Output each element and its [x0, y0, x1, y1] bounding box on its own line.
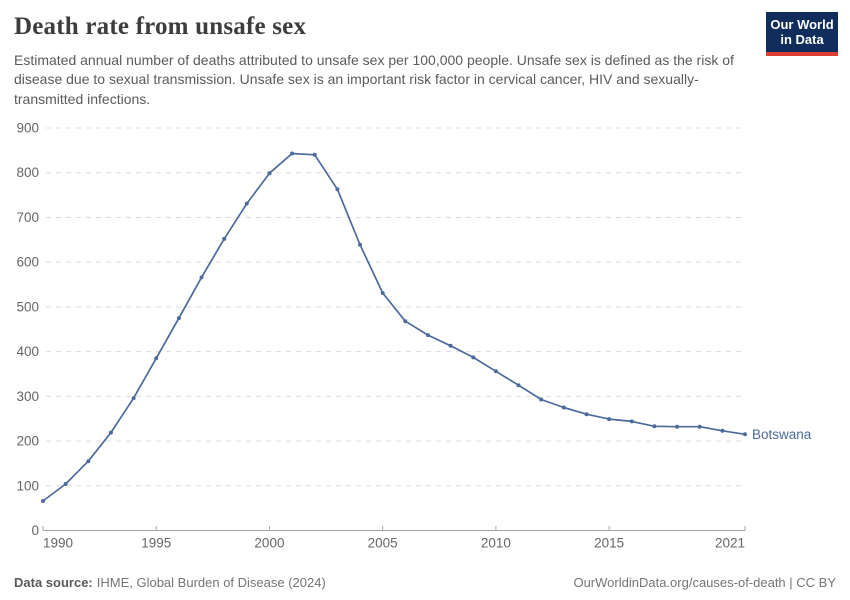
- y-axis-label: 600: [16, 255, 39, 270]
- chart-title: Death rate from unsafe sex: [14, 13, 307, 40]
- y-axis-label: 300: [16, 389, 39, 404]
- data-point[interactable]: [539, 397, 544, 402]
- y-axis-label: 100: [16, 478, 39, 493]
- x-axis-label: 2000: [254, 536, 284, 551]
- y-axis-label: 0: [31, 523, 39, 538]
- data-point[interactable]: [335, 187, 340, 192]
- y-axis-label: 500: [16, 299, 39, 314]
- data-point[interactable]: [675, 424, 680, 429]
- data-point[interactable]: [244, 201, 249, 206]
- data-point[interactable]: [312, 152, 317, 157]
- data-point[interactable]: [584, 412, 589, 417]
- x-axis-label: 2005: [368, 536, 398, 551]
- owid-logo-line1: Our World: [770, 17, 834, 32]
- data-point[interactable]: [290, 151, 295, 156]
- x-axis-label: 1995: [141, 536, 171, 551]
- data-point[interactable]: [493, 369, 498, 374]
- data-point[interactable]: [629, 419, 634, 424]
- data-point[interactable]: [743, 432, 747, 437]
- chart-footer: Data source: IHME, Global Burden of Disea…: [14, 575, 836, 590]
- data-point[interactable]: [108, 430, 113, 435]
- y-axis-label: 700: [16, 210, 39, 225]
- data-point[interactable]: [652, 424, 657, 429]
- owid-logo-box: Our World in Data: [766, 12, 838, 52]
- x-axis-label: 2010: [481, 536, 511, 551]
- data-point[interactable]: [199, 275, 204, 280]
- data-point[interactable]: [358, 242, 362, 247]
- x-axis-label: 1990: [43, 536, 73, 551]
- y-axis-label: 800: [16, 165, 39, 180]
- x-axis-label: 2015: [594, 536, 624, 551]
- data-point[interactable]: [63, 482, 68, 486]
- data-point[interactable]: [720, 428, 725, 433]
- owid-logo-line2: in Data: [780, 32, 824, 48]
- data-point[interactable]: [403, 319, 408, 324]
- y-axis-label: 900: [16, 121, 39, 136]
- data-point[interactable]: [448, 343, 453, 348]
- x-axis-label: 2021: [715, 536, 745, 551]
- line-series-botswana[interactable]: [42, 152, 746, 502]
- data-point[interactable]: [41, 499, 45, 503]
- data-point[interactable]: [471, 355, 476, 360]
- data-point[interactable]: [607, 417, 612, 422]
- series-end-label[interactable]: Botswana: [752, 427, 812, 442]
- credit-link[interactable]: OurWorldinData.org/causes-of-death | CC …: [573, 575, 836, 590]
- data-point[interactable]: [86, 459, 91, 464]
- data-source-text: IHME, Global Burden of Disease (2024): [96, 575, 326, 590]
- data-point[interactable]: [222, 236, 227, 241]
- data-point[interactable]: [426, 333, 430, 338]
- data-point[interactable]: [516, 383, 521, 388]
- data-point[interactable]: [561, 405, 566, 410]
- data-point[interactable]: [380, 291, 385, 295]
- data-point[interactable]: [154, 356, 159, 361]
- data-point[interactable]: [697, 424, 702, 429]
- owid-logo[interactable]: Our World in Data: [766, 12, 838, 56]
- y-axis-label: 400: [16, 344, 39, 359]
- y-axis-label: 200: [16, 434, 39, 449]
- data-source: Data source: IHME, Global Burden of Disea…: [14, 575, 326, 590]
- data-source-label: Data source:: [14, 575, 93, 590]
- data-point[interactable]: [176, 316, 181, 321]
- chart-header: Death rate from unsafe sex Estimated ann…: [0, 0, 850, 110]
- chart-subtitle: Estimated annual number of deaths attrib…: [14, 51, 734, 107]
- data-point[interactable]: [131, 396, 136, 401]
- data-point[interactable]: [267, 171, 272, 176]
- owid-logo-accent-bar: [766, 51, 838, 56]
